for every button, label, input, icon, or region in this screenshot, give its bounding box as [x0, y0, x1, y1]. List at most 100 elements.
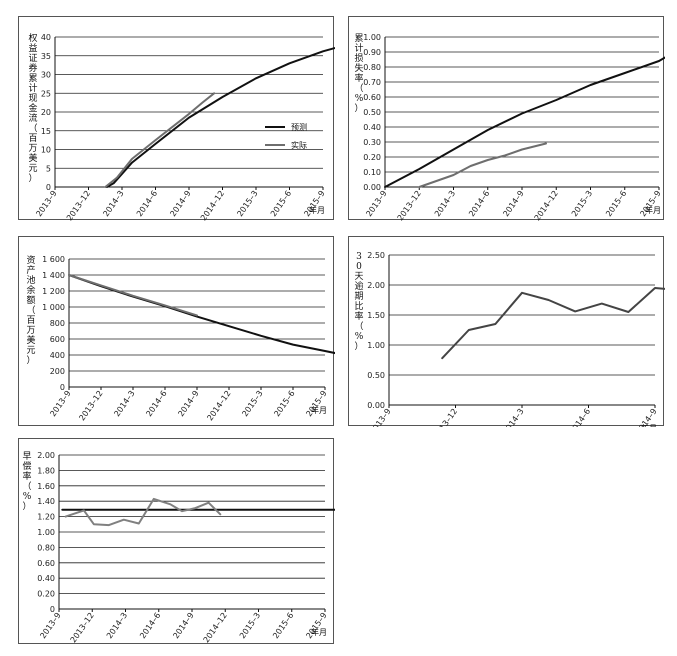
x-tick-label: 2014–9 [501, 189, 525, 218]
series-line-2 [418, 142, 547, 188]
x-tick-label: 2015–3 [238, 611, 262, 640]
y-axis-label-char: ） [28, 173, 37, 184]
x-tick-label: 2014–6 [138, 611, 162, 640]
x-tick-label: 2014–12 [202, 611, 229, 644]
chart-panel-3: 0 200 400 600 800 1 000 1 200 1 400 1 600 2013–9 2… [18, 236, 335, 426]
y-tick-label: 0.20 [37, 590, 55, 599]
x-tick-label: 2014–6 [144, 389, 168, 418]
legend-label: 预测 [291, 122, 307, 132]
y-tick-label: 0.40 [363, 123, 381, 132]
y-tick-label: 0.10 [363, 168, 381, 177]
x-tick-label: 2014–3 [433, 189, 457, 218]
y-axis-label-char: 权 [28, 32, 37, 44]
x-tick-label: 2013–9 [48, 389, 72, 418]
y-tick-label: 35 [41, 52, 51, 61]
y-axis-label-char: 产 [26, 264, 35, 276]
y-axis-label-char: 累 [28, 73, 37, 84]
legend-label: 实际 [291, 140, 307, 150]
y-axis-label-char: （ [22, 481, 31, 492]
x-tick-label: 2013–12 [432, 407, 459, 427]
y-tick-label: 400 [50, 351, 65, 360]
y-axis-label-char: 证 [28, 53, 37, 64]
y-axis-label-char: 金 [28, 102, 37, 114]
x-tick-label: 2013–12 [69, 611, 96, 644]
x-tick-label: 2015–6 [269, 189, 293, 218]
y-tick-label: 0.60 [37, 559, 55, 568]
y-tick-label: 0.80 [37, 543, 55, 552]
y-axis-label-char: 早 [22, 451, 31, 462]
y-axis-label-char: 损 [354, 52, 363, 64]
y-tick-label: 40 [41, 33, 51, 42]
y-axis-label-char: ） [354, 341, 363, 352]
y-tick-label: 2.00 [367, 281, 385, 290]
chart-svg-prepayment-rate: 0 0.20 0.40 0.60 0.80 1.00 1.20 1.40 1.60 1.80 2.0… [22, 451, 335, 644]
y-axis-label-char: % [355, 94, 364, 104]
y-axis-label-char: 现 [28, 93, 37, 104]
x-unit-label: 年月 [645, 205, 661, 215]
x-tick-label: 2014–9 [176, 389, 200, 418]
chart-panel-2: 0.00 0.10 0.20 0.30 0.40 0.50 0.60 0.70 0.80 0.90… [348, 16, 665, 221]
y-tick-label: 0.20 [363, 153, 381, 162]
x-tick-label: 2014–3 [112, 389, 136, 418]
y-tick-label: 1.60 [37, 482, 55, 491]
y-tick-label: 1 400 [42, 271, 65, 280]
x-tick-label: 2013–9 [34, 189, 58, 218]
y-tick-label: 0.90 [363, 48, 381, 57]
y-tick-label: 0 [60, 383, 65, 392]
y-axis-label-char: 率 [22, 470, 31, 482]
x-tick-label: 2014–3 [101, 189, 125, 218]
y-axis-label-char: 0 [356, 262, 362, 272]
y-tick-label: 0.00 [367, 401, 385, 410]
x-tick-label: 2015–6 [604, 189, 628, 218]
series-line-2 [64, 497, 222, 527]
y-axis-label-char: 益 [28, 42, 37, 54]
y-tick-label: 0.00 [363, 183, 381, 192]
y-tick-label: 2.50 [367, 251, 385, 260]
y-tick-label: 200 [50, 367, 65, 376]
x-unit-label: 年月 [641, 423, 657, 427]
x-unit-label: 年月 [309, 205, 325, 215]
y-axis-label-char: 期 [354, 291, 363, 302]
y-axis-label-char: （ [354, 321, 363, 332]
x-tick-label: 2014–3 [105, 611, 129, 640]
x-tick-label: 2013–9 [38, 611, 62, 640]
y-tick-label: 25 [41, 89, 51, 98]
y-axis-label-char: ） [26, 355, 35, 366]
chart-panel-4: 0.00 0.50 1.00 1.50 2.00 2.50 2013–9 2013–12 201… [348, 236, 665, 427]
y-axis-label-char: 失 [354, 62, 363, 74]
y-axis-label-char: 百 [26, 315, 35, 326]
y-axis-label-char: 累 [354, 33, 363, 44]
series-line-1 [105, 46, 335, 188]
y-axis-label-char: 元 [26, 346, 35, 356]
x-tick-label: 2013–9 [364, 189, 388, 218]
y-tick-label: 800 [50, 319, 65, 328]
y-tick-label: 0.70 [363, 78, 381, 87]
y-tick-label: 1.00 [37, 528, 55, 537]
y-axis-label-char: 3 [356, 252, 362, 262]
y-axis-label-char: 率 [354, 310, 363, 322]
y-axis-label-char: ） [354, 103, 363, 114]
x-tick-label: 2015–3 [240, 389, 264, 418]
y-tick-label: 1 000 [42, 303, 65, 312]
y-axis-label-char: 计 [354, 42, 363, 54]
y-axis-label-char: 流 [28, 112, 37, 124]
y-tick-label: 0.50 [363, 108, 381, 117]
y-tick-label: 0.50 [367, 371, 385, 380]
y-axis-label-char: 百 [28, 133, 37, 144]
chart-svg-cumulative-loss-rate: 0.00 0.10 0.20 0.30 0.40 0.50 0.60 0.70 0.80 0.90… [354, 33, 665, 221]
y-tick-label: 1.00 [367, 341, 385, 350]
y-axis-label-char: （ [354, 83, 363, 94]
y-tick-label: 1.50 [367, 311, 385, 320]
y-tick-label: 5 [46, 164, 51, 173]
series-line-2 [68, 274, 198, 317]
y-axis-label-char: 万 [26, 326, 35, 336]
x-tick-label: 2014–6 [568, 407, 592, 427]
x-tick-label: 2013–12 [77, 389, 104, 422]
y-tick-label: 0.80 [363, 63, 381, 72]
chart-panel-5: 0 0.20 0.40 0.60 0.80 1.00 1.20 1.40 1.60 1.80 2.0… [18, 438, 335, 644]
x-tick-label: 2014–12 [205, 389, 232, 422]
x-tick-label: 2014–9 [168, 189, 192, 218]
x-tick-label: 2014–12 [533, 189, 560, 221]
series-line-1 [384, 56, 665, 188]
series-line-2 [104, 92, 216, 188]
